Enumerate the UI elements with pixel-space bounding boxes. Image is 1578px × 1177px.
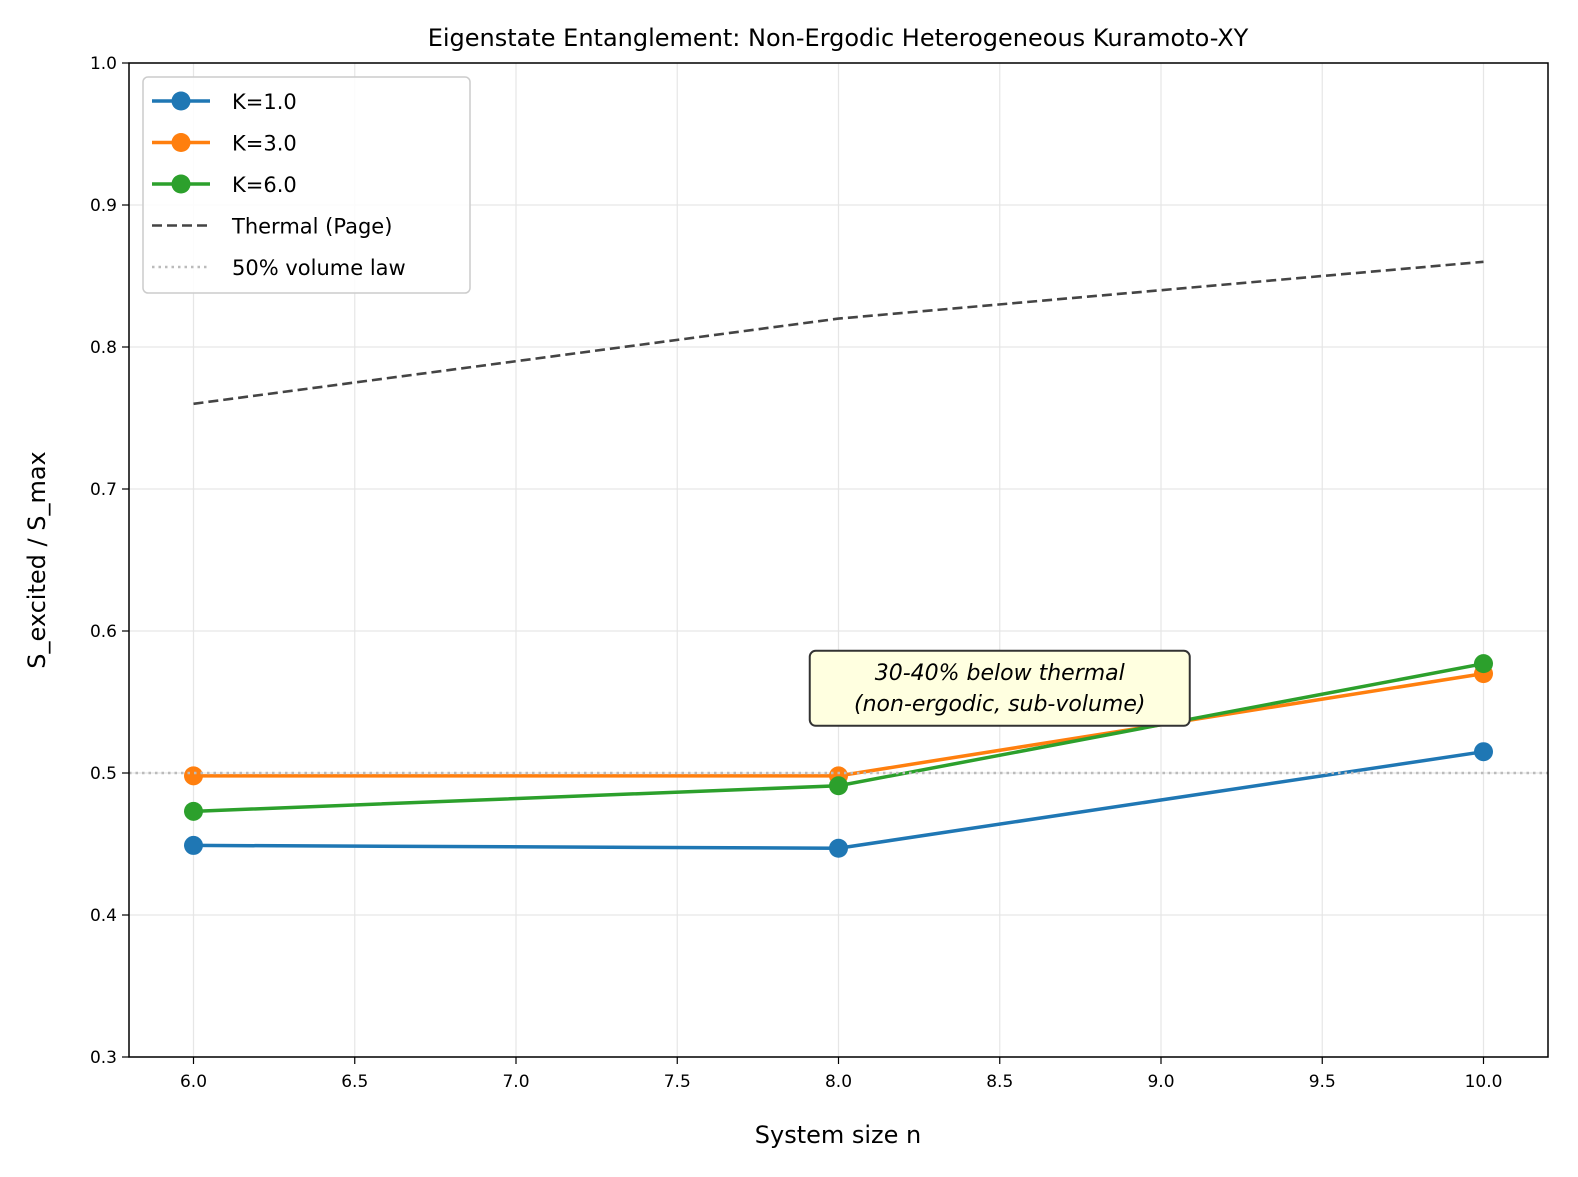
data-point-K=1.0 <box>829 838 848 858</box>
y-axis-label: S_excited / S_max <box>23 451 51 669</box>
ticks: 6.0 6.5 7.0 7.5 8.0 8.5 9.0 9.5 10.0 0.3 0.4 0.5 0.6… <box>90 54 1502 1092</box>
legend-marker <box>171 91 191 111</box>
y-tick-label: 1.0 <box>90 54 117 74</box>
x-tick-label: 8.5 <box>986 1072 1013 1092</box>
legend-box <box>142 76 471 294</box>
x-tick-label: 9.5 <box>1309 1072 1336 1092</box>
legend-marker <box>171 133 191 152</box>
x-tick-label: 7.5 <box>664 1072 691 1092</box>
legend-label: K=6.0 <box>232 173 297 197</box>
y-tick-label: 0.5 <box>90 764 117 784</box>
x-tick-label: 6.5 <box>341 1072 368 1092</box>
legend-label: Thermal (Page) <box>231 215 392 239</box>
legend-marker <box>171 174 191 194</box>
y-tick-label: 0.8 <box>90 338 117 358</box>
data-point-K=6.0 <box>1474 654 1493 674</box>
y-tick-label: 0.3 <box>90 1048 117 1068</box>
y-tick-label: 0.4 <box>90 906 117 926</box>
chart-title: Eigenstate Entanglement: Non-Ergodic Het… <box>428 24 1249 52</box>
series-line-thermal <box>193 260 1484 406</box>
annotation-text: 30-40% below thermal <box>875 661 1125 686</box>
annotation-box <box>808 649 1191 727</box>
data-point-K=1.0 <box>1474 742 1493 762</box>
x-tick-label: 9.0 <box>1147 1072 1174 1092</box>
x-tick-label: 10.0 <box>1465 1072 1503 1092</box>
legend: K=1.0 K=3.0 K=6.0 Thermal (Page) 50% volume … <box>142 76 471 294</box>
annotation: 30-40% below thermal (non-ergodic, sub-vo… <box>808 649 1191 727</box>
data-point-K=3.0 <box>184 766 203 786</box>
x-tick-label: 6.0 <box>180 1072 207 1092</box>
y-tick-label: 0.9 <box>90 196 117 216</box>
series-layer <box>129 260 1548 858</box>
x-tick-label: 8.0 <box>825 1072 852 1092</box>
legend-label: K=1.0 <box>232 90 297 114</box>
legend-label: K=3.0 <box>232 132 297 156</box>
data-point-K=6.0 <box>829 776 848 796</box>
y-tick-label: 0.6 <box>90 622 117 642</box>
data-point-K=6.0 <box>184 801 203 821</box>
y-tick-label: 0.7 <box>90 480 117 500</box>
legend-label: 50% volume law <box>232 256 406 280</box>
annotation-text: (non-ergodic, sub-volume) <box>854 692 1145 717</box>
x-tick-label: 7.0 <box>502 1072 529 1092</box>
data-point-K=1.0 <box>184 835 203 855</box>
x-axis-label: System size n <box>755 1121 922 1149</box>
